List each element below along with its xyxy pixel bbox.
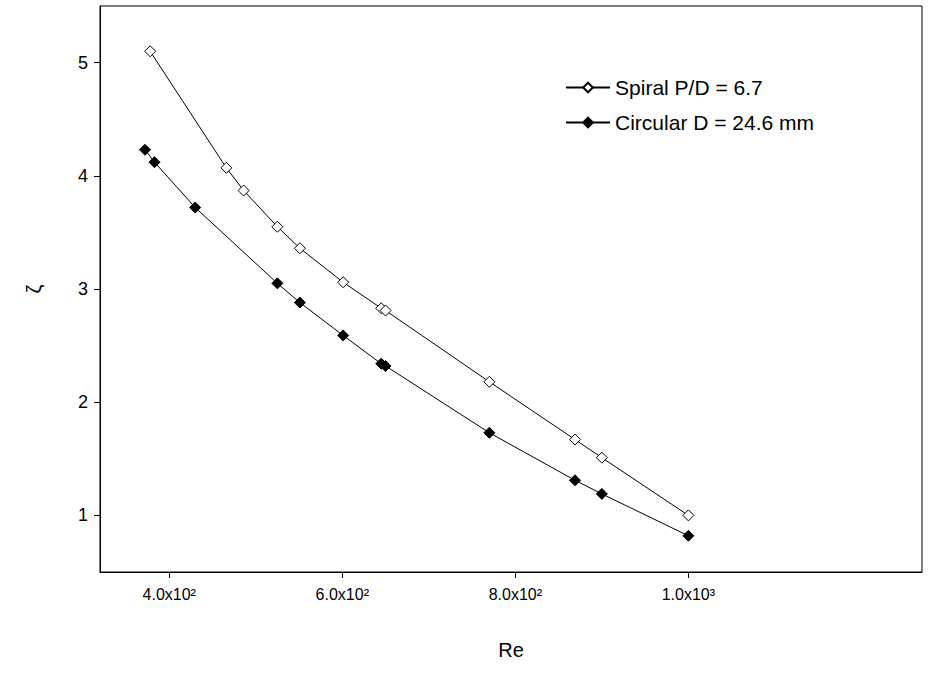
svg-text:1: 1 (78, 505, 88, 525)
svg-text:4.0x10²: 4.0x10² (143, 586, 197, 603)
svg-text:Re: Re (498, 639, 524, 661)
svg-text:8.0x10²: 8.0x10² (489, 586, 543, 603)
svg-text:Spiral P/D = 6.7: Spiral P/D = 6.7 (615, 76, 763, 99)
svg-text:Circular D = 24.6 mm: Circular D = 24.6 mm (615, 111, 814, 134)
svg-text:4: 4 (78, 166, 88, 186)
svg-text:3: 3 (78, 279, 88, 299)
svg-text:ζ: ζ (23, 284, 45, 293)
svg-text:1.0x10³: 1.0x10³ (662, 586, 716, 603)
svg-text:5: 5 (78, 53, 88, 73)
svg-text:2: 2 (78, 392, 88, 412)
svg-text:6.0x10²: 6.0x10² (316, 586, 370, 603)
